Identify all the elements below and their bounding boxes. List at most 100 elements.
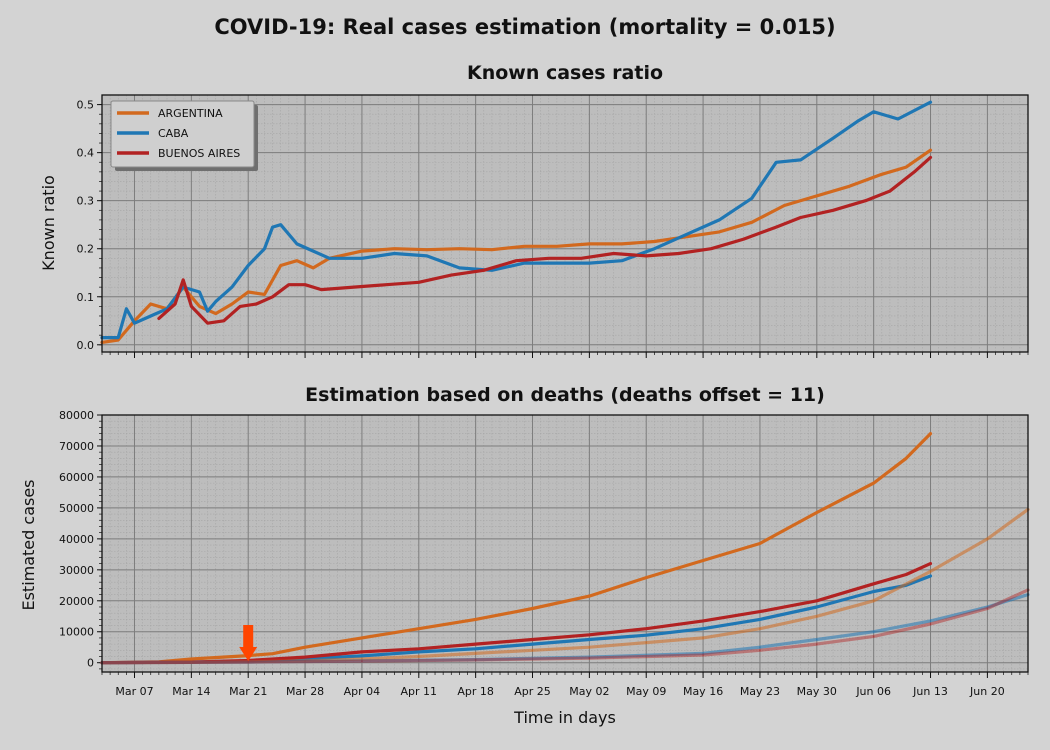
data-point [426,248,428,251]
data-point [361,655,363,657]
y-tick-label: 80000 [59,409,94,422]
data-point [775,161,777,164]
data-point [206,322,209,324]
data-point [247,661,250,663]
data-point [751,197,753,200]
data-point [474,652,477,655]
data-point [588,634,591,636]
data-point [304,646,306,649]
data-point [929,156,932,159]
x-tick-label: Mar 21 [229,685,267,698]
data-point [588,656,591,658]
data-point [645,634,648,636]
data-point [474,643,477,645]
data-point [929,101,932,104]
data-point [117,339,120,341]
y-tick-label: 0 [87,657,94,670]
data-point [799,159,802,161]
data-point [288,283,290,286]
data-point [702,627,704,630]
data-point [588,638,591,641]
data-point [905,457,907,460]
data-point [621,259,623,262]
data-point [361,651,363,653]
data-point [621,243,623,245]
data-point [872,590,875,593]
data-point [783,204,786,207]
data-point [417,651,420,653]
data-point [864,199,867,202]
data-point [759,542,761,545]
data-point [856,120,859,123]
x-axis-label: Time in days [513,708,616,727]
data-point [686,233,688,236]
data-point [239,305,241,308]
data-point [872,111,875,113]
data-point [117,336,120,339]
series-line-argentina [100,432,933,665]
data-point [279,223,282,226]
arrow-down-icon [239,625,258,662]
data-point [190,305,193,308]
data-point [417,281,420,284]
y-tick-label: 0.0 [77,339,95,352]
data-point [702,637,704,639]
data-point [702,620,704,622]
series-line-buenos-aires [100,561,933,665]
data-point [653,240,656,243]
y-tick-label: 0.1 [77,291,95,304]
data-point [702,652,704,655]
x-tick-label: Apr 18 [457,685,494,698]
y-tick-label: 60000 [59,471,94,484]
data-point [361,660,363,662]
y-tick-label: 0.2 [77,243,95,256]
x-tick-label: Jun 13 [912,685,948,698]
data-point [588,262,591,264]
series-line-caba [100,592,1030,665]
data-point [759,627,761,630]
data-point [474,659,477,661]
data-point [190,658,193,660]
data-point [474,618,477,621]
data-point [718,231,721,233]
data-point [588,646,591,649]
data-point [531,638,534,641]
y-tick-label: 0.3 [77,195,95,208]
data-point [929,620,932,622]
axes-frame [101,414,1029,673]
data-point [320,288,323,291]
data-point [223,319,225,322]
data-point [353,286,355,288]
y-tick-label: 10000 [59,626,94,639]
legend-entry: ARGENTINA [158,107,223,120]
data-point [718,219,721,221]
data-point [174,303,176,305]
axes-frame [101,94,1029,353]
data-point [361,637,363,639]
data-point [531,607,534,610]
panel1-ylabel: Known ratio [39,175,58,271]
data-point [491,269,493,272]
data-point [759,649,761,652]
y-tick-label: 70000 [59,440,94,453]
data-point [612,252,615,255]
estimation-panel: Estimation based on deaths (deaths offse… [19,384,1030,698]
data-point [491,248,493,251]
known-ratio-panel: Known cases ratio Known ratio 0.0 0.1 0.2 0… [39,62,1029,358]
data-point [872,635,875,638]
data-point [458,267,461,269]
data-point [889,190,891,192]
data-point [816,511,818,514]
data-point [986,606,989,608]
data-point [929,562,932,565]
data-point [361,257,363,260]
panel2-title: Estimation based on deaths (deaths offse… [305,384,825,406]
data-point [929,570,932,573]
data-point [531,643,534,645]
data-point [149,315,152,317]
data-point [450,274,453,276]
x-tick-label: Apr 04 [344,685,381,698]
data-point [580,257,583,260]
y-tick-label: 20000 [59,595,94,608]
